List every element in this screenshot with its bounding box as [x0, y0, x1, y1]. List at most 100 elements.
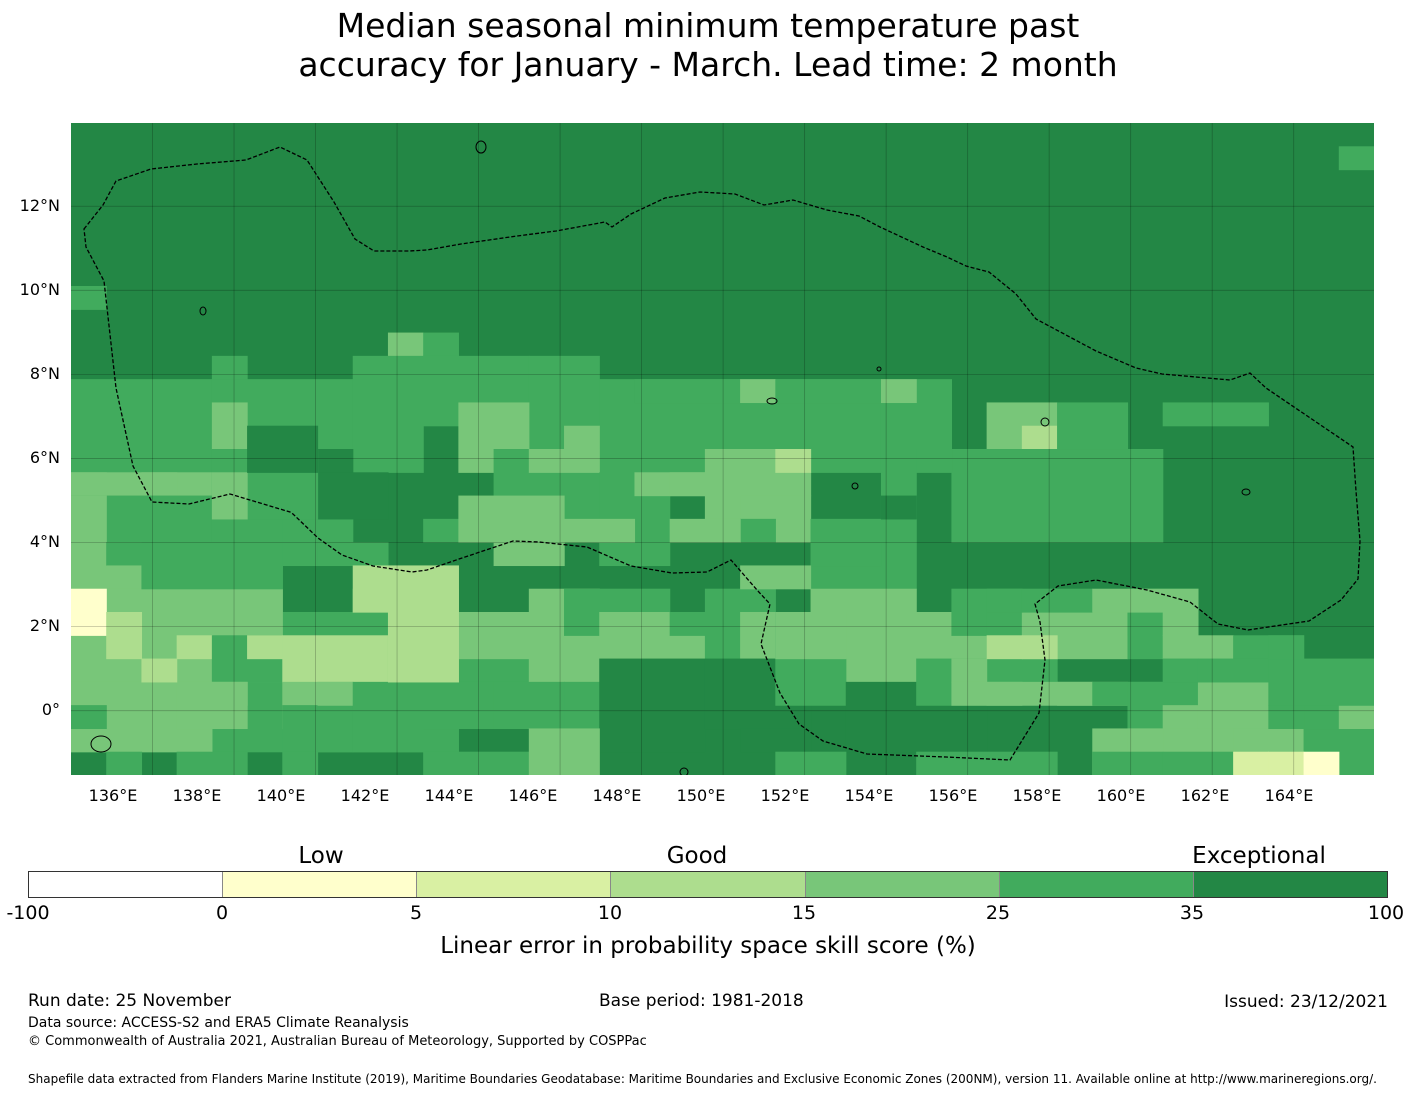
- island-outline: [90, 735, 112, 753]
- island-outline: [1241, 488, 1251, 496]
- skill-cell: [916, 751, 1058, 775]
- skill-cell: [740, 728, 812, 753]
- skill-cell: [317, 542, 389, 567]
- skill-cell-highlight: [141, 658, 178, 683]
- skill-cell: [951, 658, 988, 683]
- skill-cell: [880, 495, 917, 520]
- skill-cell: [282, 635, 389, 683]
- colorbar-segment: [1193, 872, 1387, 897]
- skill-cell: [211, 402, 248, 450]
- skill-cell: [775, 658, 847, 706]
- skill-cell: [317, 472, 389, 520]
- skill-cell: [352, 355, 424, 473]
- lon-label-148e: 148°E: [592, 786, 642, 805]
- skill-cell: [176, 635, 213, 660]
- lon-label-162e: 162°E: [1180, 786, 1230, 805]
- island-outline: [766, 397, 778, 405]
- skill-cell-highlight: [775, 449, 812, 473]
- colorbar-tick: 15: [791, 902, 817, 924]
- skill-map: [71, 123, 1374, 775]
- data-source: Data source: ACCESS-S2 and ERA5 Climate …: [28, 1015, 409, 1031]
- skill-cell: [669, 518, 741, 543]
- colorbar-tick: 0: [215, 902, 229, 924]
- run-date: Run date: 25 November: [28, 991, 231, 1011]
- skill-cell: [282, 705, 354, 753]
- skill-cell: [775, 751, 847, 775]
- colorbar-segment: [417, 872, 612, 897]
- base-period: Base period: 1981-2018: [599, 991, 804, 1011]
- skill-cell: [1021, 635, 1058, 660]
- colorbar-label: Linear error in probability space skill …: [440, 933, 976, 959]
- skill-cell: [528, 542, 565, 567]
- island-outline: [199, 306, 207, 316]
- skill-cell: [1162, 612, 1199, 636]
- skill-cell: [880, 379, 917, 404]
- colorbar-tick: 5: [409, 902, 423, 924]
- skill-cell: [247, 449, 319, 473]
- skill-cell: [317, 681, 354, 706]
- skill-cell: [106, 542, 143, 567]
- skill-cell: [1338, 146, 1374, 171]
- lon-label-156e: 156°E: [928, 786, 978, 805]
- copyright: © Commonwealth of Australia 2021, Austra…: [28, 1034, 647, 1049]
- skill-cell: [1162, 658, 1199, 683]
- skill-cell-highlight: [247, 635, 283, 660]
- skill-cell: [1162, 402, 1269, 427]
- skill-cell: [740, 565, 812, 590]
- lon-label-140e: 140°E: [256, 786, 306, 805]
- lon-label-152e: 152°E: [760, 786, 810, 805]
- colorbar-tick: -100: [6, 902, 50, 924]
- skill-cell: [564, 518, 636, 543]
- lat-label-6n: 6°N: [29, 448, 60, 467]
- skill-cell: [282, 751, 319, 775]
- legend-category-low: Low: [298, 843, 344, 869]
- skill-cell: [458, 495, 565, 543]
- skill-cell: [1057, 612, 1129, 660]
- skill-cell: [916, 449, 953, 473]
- skill-cell: [740, 518, 776, 543]
- skill-cell-highlight: [352, 565, 459, 613]
- legend-category-exceptional: Exceptional: [1192, 843, 1326, 869]
- skill-cell: [106, 658, 143, 683]
- skill-cell: [71, 472, 107, 497]
- colorbar-tick: 25: [985, 902, 1011, 924]
- island-outline: [876, 366, 882, 372]
- skill-cell: [71, 635, 107, 683]
- lon-label-144e: 144°E: [424, 786, 474, 805]
- map-canvas: [71, 123, 1374, 775]
- skill-cell: [71, 705, 107, 730]
- skill-cell: [669, 612, 706, 636]
- skill-cell: [423, 681, 495, 730]
- lon-label-154e: 154°E: [844, 786, 894, 805]
- lon-label-160e: 160°E: [1096, 786, 1146, 805]
- skill-cell: [1092, 751, 1164, 775]
- skill-cell: [810, 588, 917, 613]
- skill-cell-highlight: [1268, 751, 1305, 775]
- skill-cell: [211, 472, 248, 520]
- skill-cell: [740, 612, 776, 660]
- skill-cell: [740, 379, 776, 404]
- skill-cell: [1197, 658, 1269, 683]
- skill-cell: [1021, 588, 1093, 613]
- skill-cell-highlight: [71, 588, 107, 636]
- skill-cell: [1162, 635, 1234, 660]
- skill-cell: [599, 658, 706, 753]
- island-outline: [1040, 417, 1050, 427]
- lon-label-138e: 138°E: [172, 786, 222, 805]
- skill-cell: [528, 728, 600, 775]
- colorbar-segment: [223, 872, 418, 897]
- skill-cell: [1268, 705, 1305, 730]
- island-outline: [679, 767, 689, 775]
- skill-cell: [141, 542, 283, 590]
- lon-label-136e: 136°E: [88, 786, 138, 805]
- skill-cell: [387, 332, 424, 357]
- skill-cell: [1092, 588, 1199, 613]
- colorbar-tick: 35: [1179, 902, 1205, 924]
- skill-cell-highlight: [1303, 751, 1340, 775]
- skill-cell-highlight: [387, 612, 459, 683]
- skill-cell-highlight: [986, 635, 1023, 660]
- skill-cell-highlight: [211, 681, 248, 706]
- skill-cell: [634, 379, 741, 404]
- issued-date: Issued: 23/12/2021: [1224, 992, 1388, 1012]
- skill-cell: [176, 751, 248, 775]
